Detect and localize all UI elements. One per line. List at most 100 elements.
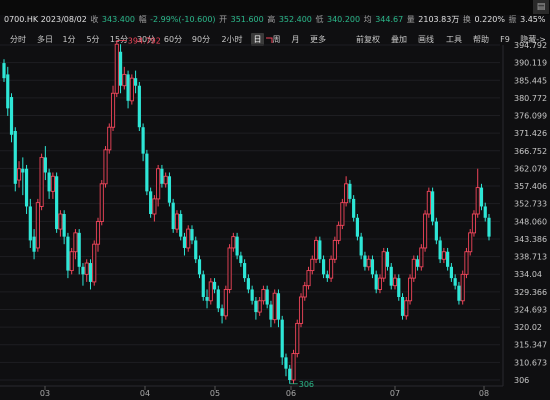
candle-body <box>352 198 356 218</box>
candle-body <box>389 266 393 286</box>
high-label: 高 <box>267 15 276 24</box>
period-tab-4[interactable]: 15分 <box>109 35 129 44</box>
turnover-label: 换 <box>462 15 471 24</box>
quote-bar: 0700.HK 2023/08/02 收 343.400 幅 -2.99%(-1… <box>0 14 547 26</box>
y-tick-label: 334.04 <box>514 270 542 279</box>
candle-body <box>441 251 446 260</box>
toolbar-action-3[interactable]: 工具 <box>446 35 462 44</box>
period-tab-3[interactable]: 5分 <box>86 35 100 44</box>
candle-body <box>50 175 55 192</box>
candle-body <box>58 213 63 230</box>
candle-body <box>24 168 29 207</box>
candle-body <box>35 202 40 249</box>
candle-body <box>407 277 413 302</box>
period-tab-10[interactable]: 周 <box>272 35 281 44</box>
candle-body <box>201 274 205 297</box>
candle-body <box>212 281 217 290</box>
candle-body <box>438 240 442 260</box>
candle-body <box>84 262 89 275</box>
y-tick-label: 329.366 <box>514 288 547 297</box>
candle-body <box>32 236 36 252</box>
candle-body <box>298 296 304 324</box>
period-tab-5[interactable]: 30分 <box>136 35 156 44</box>
window-icon[interactable]: ▤ <box>533 0 549 14</box>
open-label: 开 <box>219 15 228 24</box>
toolbar-action-0[interactable]: 前复权 <box>356 35 380 44</box>
y-tick-label: 352.733 <box>514 200 547 209</box>
candle-body <box>397 278 401 297</box>
candle-body <box>269 304 273 320</box>
candle-body <box>129 77 134 102</box>
candle-body <box>39 156 44 207</box>
candle-body <box>6 74 10 109</box>
open-value: 351.600 <box>230 15 264 24</box>
candle-body <box>355 217 360 237</box>
candle-body <box>110 92 116 128</box>
y-tick-label: 357.406 <box>514 182 547 191</box>
period-tab-8[interactable]: 2小时 <box>221 35 243 44</box>
candle-body <box>43 157 47 173</box>
candle-body <box>99 183 104 222</box>
candle-body <box>239 255 243 264</box>
period-tab-12[interactable]: 更多 <box>310 35 326 44</box>
y-tick-label: 338.713 <box>514 253 547 262</box>
period-tab-0[interactable]: 分时 <box>10 35 26 44</box>
period-tab-2[interactable]: 1分 <box>62 35 76 44</box>
x-tick-label: 06 <box>286 389 296 398</box>
candle-body <box>197 259 202 275</box>
candle-body <box>471 213 477 234</box>
y-tick-label: 315.347 <box>514 341 547 350</box>
candle-body <box>179 213 183 237</box>
period-tab-11[interactable]: 月 <box>291 35 300 44</box>
candle-body <box>243 263 247 279</box>
candle-body <box>171 202 175 230</box>
candle-body <box>370 259 375 275</box>
avg-value: 344.67 <box>375 15 404 24</box>
period-tab-7[interactable]: 90分 <box>191 35 211 44</box>
candle-body <box>114 43 119 94</box>
candle-body <box>107 126 112 151</box>
candle-body <box>103 149 108 185</box>
toolbar-action-4[interactable]: 帮助 <box>473 35 489 44</box>
candle-body <box>411 258 416 279</box>
period-tab-9[interactable]: 日 <box>251 33 264 46</box>
y-tick-label: 380.772 <box>514 94 547 103</box>
y-tick-label: 366.752 <box>514 147 547 156</box>
candle-body <box>16 168 22 181</box>
candle-body <box>374 274 378 290</box>
candle-body <box>321 259 326 275</box>
amplitude-value: 3.45% <box>520 15 546 24</box>
toolbar-action-1[interactable]: 叠加 <box>391 35 407 44</box>
y-tick-label: 306 <box>514 376 529 385</box>
candle-body <box>9 97 14 135</box>
candle-body <box>81 266 85 275</box>
candle-body <box>156 168 161 200</box>
candle-body <box>28 206 32 241</box>
candle-body <box>381 251 386 279</box>
candle-body <box>366 258 371 268</box>
candle-body <box>190 229 194 241</box>
candle-body <box>363 255 367 267</box>
period-tab-1[interactable]: 多日 <box>37 35 53 44</box>
y-tick-label: 394.792 <box>514 41 547 50</box>
period-tab-6[interactable]: 60分 <box>163 35 183 44</box>
candle-body <box>118 51 123 86</box>
candle-body <box>280 319 284 358</box>
candle-body <box>295 322 300 355</box>
candle-body <box>377 277 383 290</box>
max-marker-label: 394.792 <box>128 36 161 45</box>
toolbar-action-2[interactable]: 画线 <box>418 35 434 44</box>
volume-value: 2103.83万 <box>418 15 460 24</box>
candle-body <box>310 258 315 272</box>
toolbar-action-5[interactable]: F9 <box>500 35 510 44</box>
candle-body <box>415 259 420 267</box>
candle-body <box>479 187 484 207</box>
x-tick-label: 03 <box>40 389 50 398</box>
x-tick-label: 04 <box>140 389 150 398</box>
candle-body <box>423 213 428 249</box>
candle-body <box>149 191 153 214</box>
candle-body <box>235 236 239 256</box>
toolbar-action-6[interactable]: 隐藏-> <box>520 35 546 44</box>
candle-body <box>446 251 450 267</box>
candle-body <box>419 247 424 268</box>
